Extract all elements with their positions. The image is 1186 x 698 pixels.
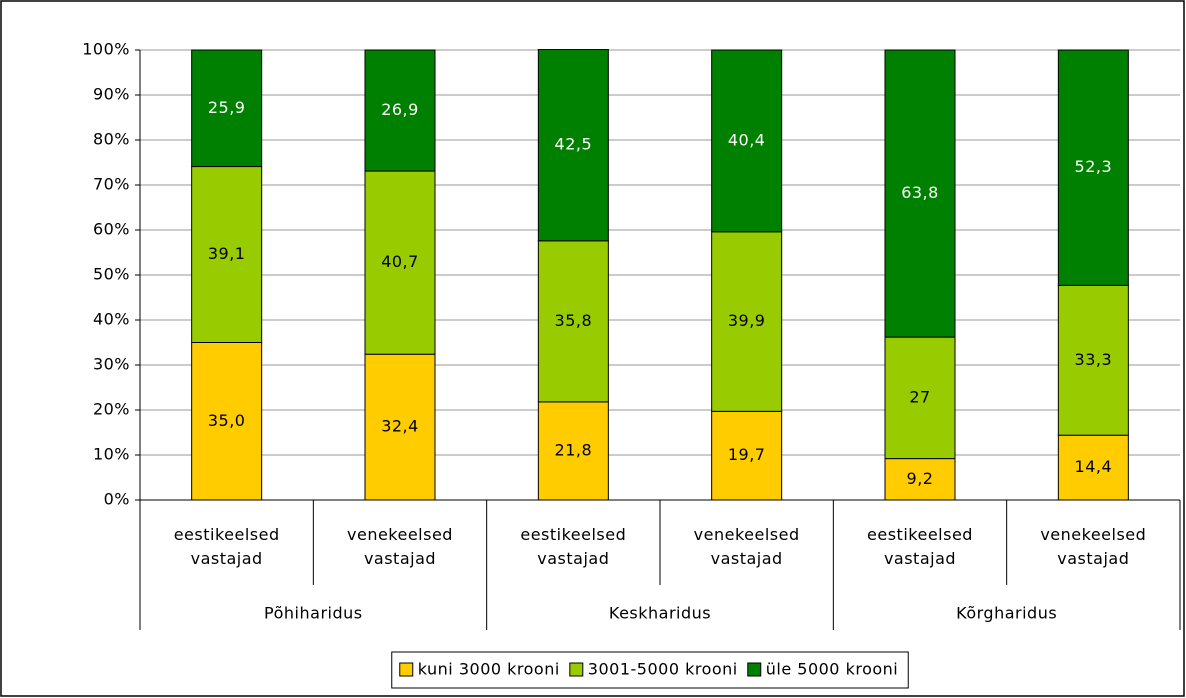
data-label: 33,3 xyxy=(1075,350,1113,369)
y-tick-label: 30% xyxy=(93,355,130,374)
y-tick-label: 0% xyxy=(104,490,130,509)
group-label: Kõrgharidus xyxy=(956,604,1057,623)
bar-segment xyxy=(364,49,436,172)
data-label: 19,7 xyxy=(728,445,766,464)
bar-segment xyxy=(711,231,783,412)
x-tick-label: venekeelsed vastajad xyxy=(693,525,800,568)
data-label: 32,4 xyxy=(381,417,419,436)
data-label: 35,8 xyxy=(555,311,593,330)
y-tick-label: 70% xyxy=(93,175,130,194)
data-label: 40,7 xyxy=(381,252,419,271)
bar-segment xyxy=(191,49,263,168)
bar-segment xyxy=(1057,49,1129,286)
legend-label: kuni 3000 krooni xyxy=(418,660,560,679)
data-label: 63,8 xyxy=(901,183,939,202)
y-tick-label: 20% xyxy=(93,400,130,419)
x-tick-label: eestikeelsed vastajad xyxy=(173,525,280,568)
y-tick-label: 80% xyxy=(93,130,130,149)
data-label: 14,4 xyxy=(1075,457,1113,476)
bar-segment xyxy=(537,401,609,501)
y-tick-label: 60% xyxy=(93,220,130,239)
bar-segment xyxy=(1057,284,1129,436)
y-tick-label: 100% xyxy=(82,40,130,59)
x-tick-label: eestikeelsed vastajad xyxy=(867,525,973,568)
x-tick-label: venekeelsed vastajad xyxy=(347,525,453,568)
data-label: 25,9 xyxy=(208,98,246,117)
y-tick-label: 10% xyxy=(93,445,130,464)
data-label: 26,9 xyxy=(381,100,419,119)
y-tick-label: 50% xyxy=(93,265,130,284)
data-label: 42,5 xyxy=(555,135,593,154)
x-tick-label: eestikeelsed vastajad xyxy=(520,525,627,568)
legend-swatch xyxy=(569,662,584,677)
group-label: Keskharidus xyxy=(609,604,711,623)
x-tick-label: venekeelsed vastajad xyxy=(1040,525,1147,568)
data-label: 9,2 xyxy=(907,469,934,488)
data-label: 40,4 xyxy=(728,130,766,149)
data-label: 21,8 xyxy=(555,440,593,459)
bar-segment xyxy=(364,353,436,501)
y-tick-label: 40% xyxy=(93,310,130,329)
group-label: Põhiharidus xyxy=(264,604,363,623)
bar-segment xyxy=(711,49,783,233)
bar-segment xyxy=(884,49,956,338)
legend-box xyxy=(391,651,909,689)
data-label: 39,9 xyxy=(728,311,766,330)
legend-swatch xyxy=(399,662,414,677)
y-tick-label: 90% xyxy=(93,85,130,104)
data-label: 35,0 xyxy=(208,411,246,430)
bar-segment xyxy=(537,240,609,403)
data-label: 39,1 xyxy=(208,244,246,263)
bar-segment xyxy=(1057,434,1129,501)
data-label: 27 xyxy=(909,387,930,406)
legend-swatch xyxy=(747,662,762,677)
legend-label: üle 5000 krooni xyxy=(766,660,898,679)
bar-segment xyxy=(191,342,263,501)
bar-segment xyxy=(364,170,436,355)
data-label: 52,3 xyxy=(1075,157,1113,176)
legend-label: 3001-5000 krooni xyxy=(588,660,738,679)
bar-segment xyxy=(884,336,956,460)
bar-segment xyxy=(537,49,609,242)
